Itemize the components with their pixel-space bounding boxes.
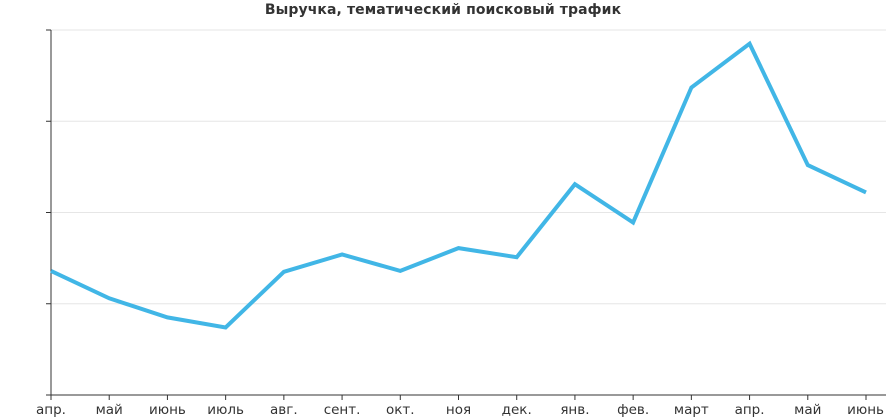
data-point <box>165 315 169 319</box>
x-tick-label: ноя <box>446 402 471 418</box>
axes <box>46 29 886 400</box>
x-tick-label: фев. <box>617 402 649 418</box>
x-tick-label: окт. <box>386 402 415 418</box>
data-point <box>340 252 344 256</box>
x-tick-label: май <box>794 402 821 418</box>
series-line <box>50 40 867 330</box>
x-tick-label: дек. <box>502 402 532 418</box>
x-tick-label: сент. <box>324 402 361 418</box>
grid-lines <box>51 29 886 305</box>
x-tick-label: март <box>674 402 709 418</box>
x-tick-label: май <box>96 402 123 418</box>
series-layer <box>49 40 868 330</box>
x-tick-label: июнь <box>149 402 186 418</box>
x-tick-label: июнь <box>847 402 884 418</box>
data-point <box>107 296 111 300</box>
x-tick-label: апр. <box>735 402 765 418</box>
data-point <box>398 269 402 273</box>
x-tick-label: апр. <box>36 402 66 418</box>
x-tick-label: авг. <box>270 402 298 418</box>
data-point <box>224 325 228 329</box>
x-tick-label: янв. <box>560 402 589 418</box>
data-point <box>806 163 810 167</box>
x-tick-labels: апр. май июнь июль авг. сент. окт. ноя дек. янв. ф… <box>36 402 884 418</box>
data-point <box>282 270 286 274</box>
data-point <box>689 85 693 89</box>
data-point <box>49 269 53 273</box>
data-point <box>864 190 868 194</box>
data-point <box>631 221 635 225</box>
data-point <box>748 42 752 46</box>
data-point <box>515 255 519 259</box>
chart-title: Выручка, тематический поисковый трафик <box>264 2 622 18</box>
x-tick-label: июль <box>207 402 244 418</box>
data-point <box>457 246 461 250</box>
data-point <box>573 182 577 186</box>
